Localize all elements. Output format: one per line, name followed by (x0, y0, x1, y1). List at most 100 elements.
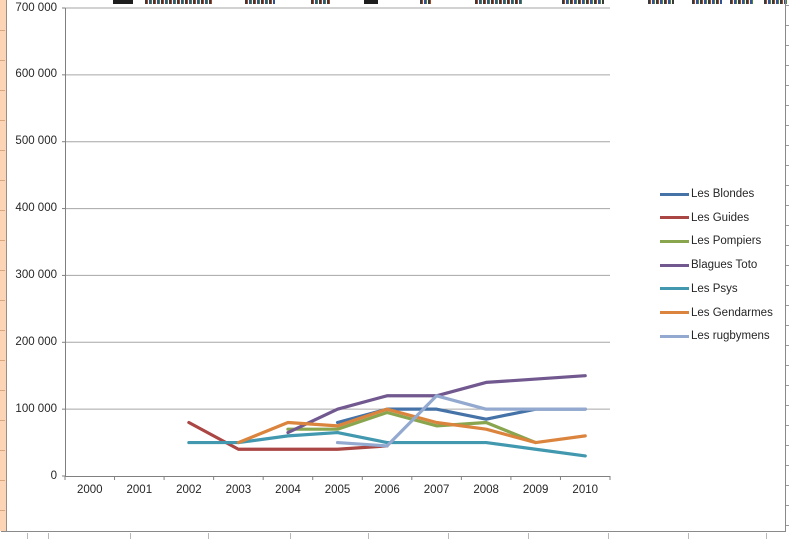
series-line-les-rugbymens (335, 394, 587, 448)
x-tick-label: 2010 (572, 484, 599, 496)
row-separator-tick (786, 445, 789, 446)
row-separator-tick (786, 365, 789, 366)
x-tick-label: 2006 (374, 484, 400, 496)
row-separator-tick (786, 185, 789, 186)
row-separator-tick (0, 450, 5, 451)
column-separator-tick (766, 533, 767, 539)
series-line-les-psys (187, 430, 587, 458)
row-separator-tick (786, 45, 789, 46)
row-separator-tick (786, 125, 789, 126)
clipped-cell-text (475, 0, 522, 4)
legend-line-swatch (660, 334, 689, 338)
clipped-cell-text (113, 0, 133, 4)
clipped-cell-text (730, 0, 754, 4)
legend-label: Les Gendarmes (691, 306, 773, 319)
clipped-cell-text (562, 0, 604, 4)
row-separator-tick (0, 90, 5, 91)
row-separator-tick (786, 405, 789, 406)
clipped-cell-text (245, 0, 275, 4)
chart-right-border (785, 0, 786, 531)
y-tick-label: 100 000 (15, 402, 57, 415)
column-separator-tick (368, 533, 369, 539)
column-separator-tick (528, 533, 529, 539)
spreadsheet-left-column-strip (0, 0, 6, 531)
legend-label: Les Psys (691, 282, 738, 295)
column-separator-tick (130, 533, 131, 539)
column-separator-tick (448, 533, 449, 539)
legend-line-swatch (660, 216, 689, 220)
row-separator-tick (786, 145, 789, 146)
clipped-cell-text (364, 0, 378, 4)
legend-line-swatch (660, 239, 689, 243)
clipped-cell-text (692, 0, 722, 4)
row-separator-tick (0, 330, 5, 331)
row-separator-tick (0, 150, 5, 151)
clipped-cell-text (420, 0, 432, 4)
row-separator-tick (786, 5, 789, 6)
column-separator-tick (208, 533, 209, 539)
row-separator-tick (0, 30, 5, 31)
legend-item-les-pompiers: Les Pompiers (660, 234, 761, 248)
row-separator-tick (786, 105, 789, 106)
x-tick-label: 2007 (423, 484, 450, 496)
row-separator-tick (0, 60, 5, 61)
column-separator-tick (688, 533, 689, 539)
legend-label: Les Guides (691, 211, 750, 224)
x-tick-label: 2001 (126, 484, 153, 496)
row-separator-tick (786, 385, 789, 386)
row-separator-tick (786, 505, 789, 506)
row-separator-tick (0, 180, 5, 181)
legend-line-swatch (660, 287, 689, 291)
legend-label: Blagues Toto (691, 259, 758, 272)
row-separator-tick (0, 360, 5, 361)
column-separator-tick (608, 533, 609, 539)
legend-item-les-gendarmes: Les Gendarmes (660, 306, 773, 320)
row-separator-tick (786, 265, 789, 266)
y-tick-label: 500 000 (15, 135, 57, 148)
legend-item-les-guides: Les Guides (660, 211, 749, 225)
series-line-les-guides (187, 420, 389, 451)
row-separator-tick (0, 510, 5, 511)
chart-bottom-border (1, 531, 786, 532)
x-tick-label: 2009 (522, 484, 549, 496)
row-separator-tick (786, 305, 789, 306)
x-tick-label: 2004 (275, 484, 301, 496)
legend-item-blagues-toto: Blagues Toto (660, 258, 757, 272)
legend-label: Les Blondes (691, 188, 755, 200)
y-tick-label: 600 000 (15, 68, 57, 81)
x-tick-label: 2008 (473, 484, 499, 496)
row-separator-tick (786, 485, 789, 486)
legend-line-swatch (660, 263, 689, 267)
y-tick-label: 200 000 (15, 335, 57, 348)
x-tick-label: 2000 (76, 484, 103, 496)
row-separator-tick (786, 345, 789, 346)
chart-left-border (6, 0, 7, 531)
legend-item-les-blondes: Les Blondes (660, 187, 754, 201)
row-separator-tick (0, 240, 5, 241)
clipped-cell-text (648, 0, 674, 4)
x-tick-label: 2005 (324, 484, 351, 496)
clipped-cell-text (145, 0, 212, 4)
row-separator-tick (786, 245, 789, 246)
row-separator-tick (786, 65, 789, 66)
row-separator-tick (0, 300, 5, 301)
clipped-cell-text (764, 0, 788, 4)
row-separator-tick (0, 210, 5, 211)
legend-label: Les Pompiers (691, 235, 762, 248)
legend-line-swatch (660, 192, 689, 196)
column-separator-tick (290, 533, 291, 539)
row-separator-tick (786, 425, 789, 426)
column-separator-tick (27, 533, 28, 539)
row-separator-tick (0, 270, 5, 271)
legend-label: Les rugbymens (691, 330, 770, 343)
x-tick-label: 2002 (176, 484, 202, 496)
legend-item-les-rugbymens: Les rugbymens (660, 329, 770, 343)
column-separator-tick (48, 533, 49, 539)
clipped-cell-text (311, 0, 330, 4)
y-tick-label: 0 (50, 469, 57, 482)
legend-item-les-psys: Les Psys (660, 282, 738, 296)
series-line-les-gendarmes (236, 407, 587, 445)
row-separator-tick (786, 465, 789, 466)
